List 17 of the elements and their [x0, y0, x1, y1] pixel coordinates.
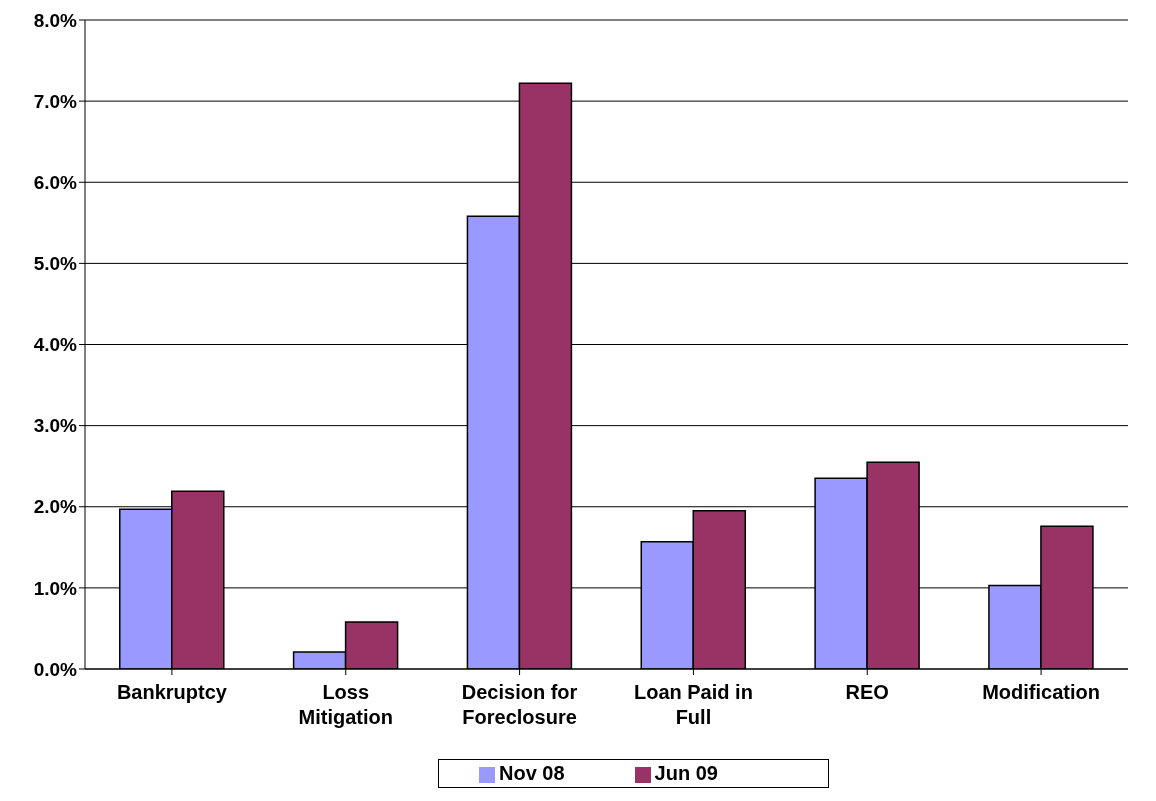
y-tick-label: 4.0% [33, 334, 78, 356]
y-tick-label: 8.0% [33, 9, 78, 31]
x-tick-label: Bankruptcy [116, 681, 228, 703]
x-tick-label: Loan Paid in Full [633, 681, 753, 728]
y-tick-label: 3.0% [33, 415, 78, 437]
y-tick-label: 1.0% [33, 577, 78, 599]
y-tick-label: 7.0% [33, 90, 78, 112]
y-tick-label: 6.0% [33, 171, 78, 193]
legend-label: Nov 08 [499, 762, 565, 784]
legend-label: Jun 09 [654, 762, 718, 784]
x-tick-label: Decision for Foreclosure [461, 681, 578, 728]
x-tick-label: REO [845, 681, 889, 703]
x-tick-label: Loss Mitigation [298, 681, 393, 728]
y-tick-label: 2.0% [33, 496, 78, 518]
y-tick-label: 5.0% [33, 253, 78, 275]
y-tick-label: 0.0% [33, 658, 78, 680]
x-tick-label: Modification [982, 681, 1100, 703]
